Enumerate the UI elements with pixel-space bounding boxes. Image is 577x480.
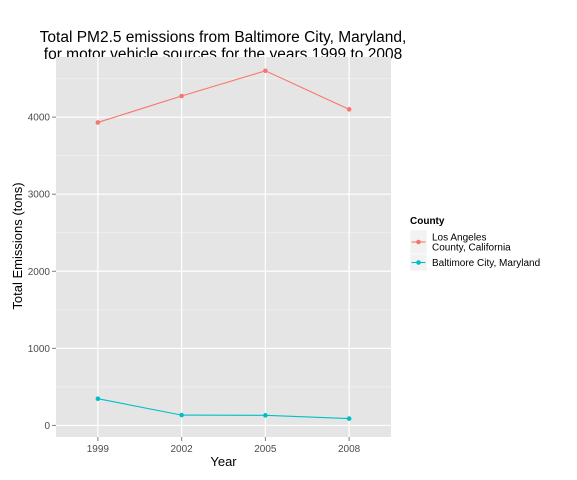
legend-key-point [416, 260, 421, 265]
y-axis-title: Total Emissions (tons) [10, 182, 25, 309]
legend-key-point [416, 239, 421, 245]
legend-label: Baltimore City, Maryland [432, 258, 540, 269]
y-tick-label: 3000 [28, 190, 51, 201]
series-layer [95, 68, 352, 421]
y-tick-label: 0 [44, 421, 50, 432]
data-point [263, 68, 268, 74]
x-tick-label: 2008 [338, 444, 361, 455]
chart-title-line-1: Total PM2.5 emissions from Baltimore Cit… [40, 29, 407, 46]
x-tick-label: 2002 [171, 444, 194, 455]
data-point [95, 120, 101, 125]
legend: County Los Angeles County, California Balt… [409, 216, 540, 272]
x-axis: 1999 2002 2005 2008 [87, 437, 361, 455]
y-tick-label: 1000 [28, 344, 51, 355]
x-tick-label: 1999 [87, 444, 110, 455]
data-point [95, 396, 101, 401]
data-point [179, 93, 184, 99]
data-point [179, 412, 184, 418]
x-axis-title: Year [210, 454, 237, 469]
legend-label: Los Angeles County, California [432, 233, 511, 254]
y-axis: 0 1000 2000 3000 4000 [28, 113, 56, 432]
plot-panel [56, 57, 391, 437]
series-line-1 [97, 398, 350, 420]
legend-title: County [410, 216, 445, 227]
data-point [263, 413, 268, 418]
series-line-0 [97, 70, 350, 123]
data-point [346, 416, 352, 421]
y-tick-label: 2000 [28, 267, 51, 278]
y-tick-label: 4000 [28, 113, 51, 124]
grid-minor [56, 78, 391, 388]
data-point [346, 107, 352, 112]
x-tick-label: 2005 [254, 444, 277, 455]
